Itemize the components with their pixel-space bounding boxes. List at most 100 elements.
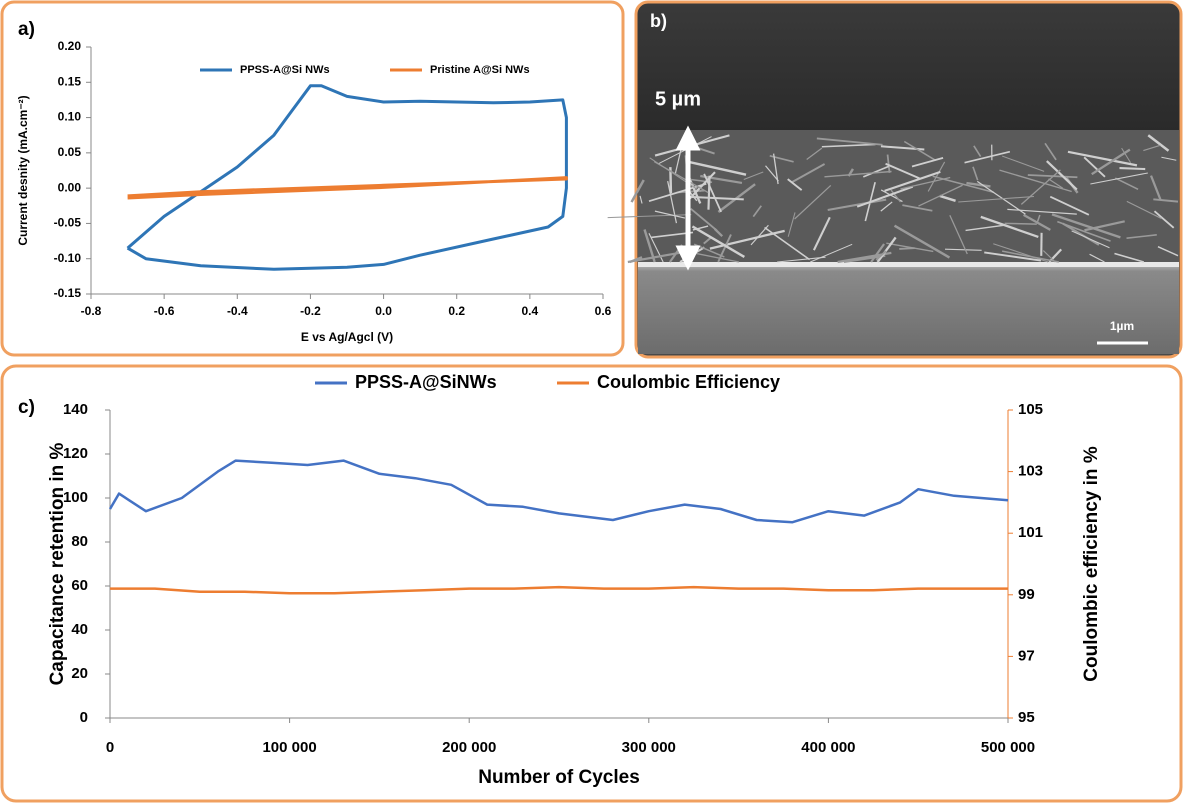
x-tick-label: -0.6 — [154, 304, 175, 318]
nanowire — [1049, 195, 1090, 216]
nanowire — [980, 215, 1039, 239]
nanowire — [787, 212, 796, 237]
nanowire — [1114, 252, 1145, 263]
nanowire — [1119, 167, 1146, 171]
nanowire — [964, 150, 1011, 164]
x-tick-label: 0 — [106, 739, 114, 756]
sem-image: 5 µm b) 1µm — [607, 0, 1183, 359]
nanowire — [812, 216, 831, 251]
y-axis-title: Current desnity (mA.cm⁻²) — [16, 95, 30, 245]
nanowire — [764, 226, 811, 261]
nanowire — [1051, 213, 1121, 239]
nanowire — [691, 225, 745, 259]
nanowire — [713, 228, 724, 238]
nanowire — [972, 166, 979, 181]
nanowire — [1153, 210, 1175, 229]
nanowire — [1046, 160, 1078, 191]
x-tick-label: -0.2 — [300, 304, 321, 318]
legend-label: PPSS-A@Si NWs — [240, 64, 330, 76]
nanowire — [1007, 208, 1077, 215]
series-line — [127, 176, 568, 200]
nanowire — [939, 194, 956, 202]
y-tick-label: 0.15 — [58, 74, 82, 88]
nanowire — [806, 147, 823, 160]
y-tick-label: -0.05 — [54, 216, 82, 230]
nanowire — [862, 165, 890, 178]
nanowire — [791, 163, 826, 184]
nanowire — [1067, 150, 1138, 167]
y-tick-label: 40 — [71, 621, 88, 638]
y-tick-label: 100 — [63, 489, 88, 506]
nanowire — [752, 205, 762, 218]
nanowire — [824, 170, 892, 178]
y2-tick-label: 97 — [1018, 647, 1035, 664]
nanowire — [1044, 142, 1057, 161]
nanowire — [1071, 230, 1110, 249]
nanowire — [639, 195, 643, 204]
y-tick-label: 0.00 — [58, 180, 82, 194]
nanowire — [810, 243, 853, 263]
nanowire — [918, 184, 963, 207]
nanowire — [787, 178, 803, 191]
nanowire — [890, 189, 902, 203]
x-tick-label: 0.6 — [595, 304, 612, 318]
x-axis-title: E vs Ag/Agcl (V) — [301, 330, 393, 344]
nanowire — [1114, 177, 1139, 191]
y-tick-label: 80 — [71, 533, 88, 550]
y-tick-label: -0.10 — [54, 251, 82, 265]
nanowire — [856, 185, 914, 208]
panel-a-frame — [0, 0, 625, 357]
y-tick-label: 140 — [63, 401, 88, 418]
scale-label: 1µm — [1110, 319, 1134, 333]
nanowire — [821, 143, 876, 148]
nanowire — [772, 153, 779, 185]
series-line — [110, 585, 1008, 595]
nanowire — [903, 140, 937, 162]
x-tick-label: -0.4 — [227, 304, 248, 318]
nanowire — [911, 157, 944, 168]
nanowire — [1023, 213, 1051, 231]
y-tick-label: 120 — [63, 445, 88, 462]
x-tick-label: 300 000 — [622, 739, 676, 756]
nanowire — [1126, 234, 1157, 239]
nanowire — [1057, 220, 1111, 242]
nanowire — [870, 243, 885, 263]
y2-tick-label: 103 — [1018, 463, 1043, 480]
nanowire — [1048, 178, 1064, 189]
nanowire — [875, 250, 887, 261]
nanowire — [750, 224, 769, 246]
nanowire — [902, 204, 933, 212]
nanowire — [1149, 175, 1162, 201]
x-tick-label: 200 000 — [442, 739, 496, 756]
nanowire — [1091, 148, 1131, 176]
nanowire — [1062, 222, 1100, 246]
nanowire — [1153, 198, 1179, 203]
nanowire — [777, 256, 826, 263]
nanowire — [1157, 246, 1179, 257]
x-tick-label: 0.4 — [522, 304, 539, 318]
nanowire — [1001, 250, 1059, 263]
nanowire — [1020, 169, 1061, 205]
nanowire — [965, 224, 1004, 232]
nanowire — [717, 234, 732, 263]
nanowire — [886, 242, 934, 253]
nanowire — [700, 174, 743, 185]
x-tick-label: 500 000 — [981, 739, 1035, 756]
nanowire — [827, 198, 887, 212]
chart-c: c) 0 100 000 200 000 300 000 400 000 500 000 0 2… — [18, 372, 1102, 788]
nanowire — [927, 161, 946, 192]
nanowire — [794, 185, 832, 220]
nanowire — [876, 236, 897, 263]
nanowire — [899, 247, 915, 250]
nanowire — [1042, 250, 1056, 263]
nanowire — [1090, 172, 1148, 185]
nanowire — [966, 181, 991, 188]
nanowire — [1143, 144, 1161, 152]
y2-tick-label: 101 — [1018, 524, 1043, 541]
nanowire — [707, 175, 711, 210]
nanowire — [949, 214, 968, 255]
y-tick-label: 0.05 — [58, 145, 82, 159]
legend-label: PPSS-A@SiNWs — [355, 372, 497, 392]
nanowire — [884, 170, 941, 192]
